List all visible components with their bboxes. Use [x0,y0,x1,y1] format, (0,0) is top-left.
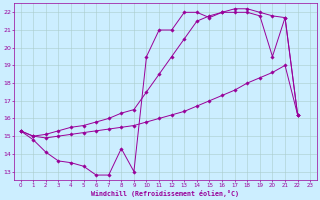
X-axis label: Windchill (Refroidissement éolien,°C): Windchill (Refroidissement éolien,°C) [92,190,239,197]
